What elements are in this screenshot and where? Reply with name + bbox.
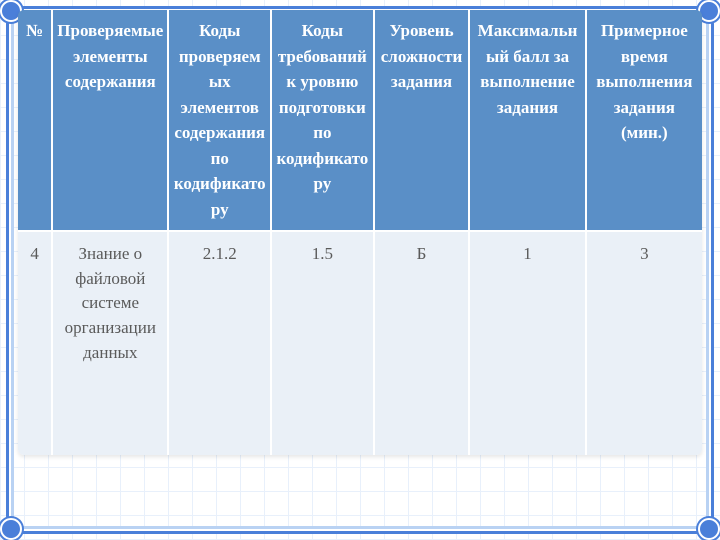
- col-header-difficulty: Уровень сложности задания: [374, 10, 470, 231]
- slide-frame: № Проверяемые элементы содержания Коды п…: [0, 0, 720, 540]
- corner-decoration: [698, 518, 720, 540]
- cell-content-codes: 2.1.2: [168, 231, 271, 455]
- corner-decoration: [0, 518, 22, 540]
- table-row: 4 Знание о файловой системе организации …: [18, 231, 702, 455]
- cell-requirement-codes: 1.5: [271, 231, 374, 455]
- cell-time: 3: [586, 231, 702, 455]
- col-header-elements: Проверяемые элементы содержания: [52, 10, 168, 231]
- cell-number: 4: [18, 231, 52, 455]
- col-header-content-codes: Коды проверяемых элементов содержания по…: [168, 10, 271, 231]
- cell-max-score: 1: [469, 231, 585, 455]
- spec-table: № Проверяемые элементы содержания Коды п…: [18, 10, 702, 455]
- cell-difficulty: Б: [374, 231, 470, 455]
- cell-elements: Знание о файловой системе организации да…: [52, 231, 168, 455]
- table-header-row: № Проверяемые элементы содержания Коды п…: [18, 10, 702, 231]
- col-header-max-score: Максимальный балл за выполнение задания: [469, 10, 585, 231]
- col-header-time: Примерное время выполнения задания (мин.…: [586, 10, 702, 231]
- col-header-requirement-codes: Коды требований к уровню подготовки по к…: [271, 10, 374, 231]
- table-container: № Проверяемые элементы содержания Коды п…: [18, 10, 702, 455]
- col-header-number: №: [18, 10, 52, 231]
